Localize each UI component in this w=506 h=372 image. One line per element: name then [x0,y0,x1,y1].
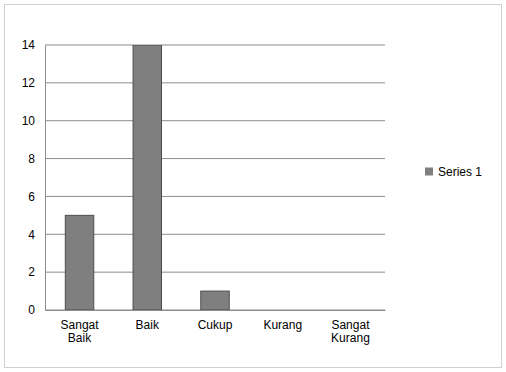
x-tick: SangatBaik [61,310,100,345]
bar [133,45,161,310]
y-tick: 12 [22,76,45,90]
x-tick: Cukup [198,310,233,332]
chart: 02468101214SangatBaikBaikCukupKurangSang… [0,0,506,372]
x-axis-line [46,310,386,311]
y-tick-label: 14 [22,38,36,52]
x-axis: SangatBaik Baik Cukup Kurang SangatKurang [46,310,386,345]
y-tick: 14 [22,38,45,52]
grid-line [45,158,385,159]
y-tick: 2 [28,265,45,279]
y-axis: 0 2 4 6 8 10 12 14 [22,38,46,317]
y-tick-label: 2 [28,265,35,279]
y-tick-label: 4 [28,228,35,242]
grid-line [45,120,385,121]
x-tick-label: Baik [136,318,160,332]
x-tick-label: Cukup [198,318,233,332]
y-tick: 0 [28,303,45,317]
grid-line [45,272,385,273]
x-tick: Baik [136,310,160,332]
y-tick-label: 12 [22,76,36,90]
plot: 02468101214SangatBaikBaikCukupKurangSang… [22,38,386,345]
y-tick: 8 [28,152,45,166]
chart-border [5,5,502,368]
y-tick: 6 [28,190,45,204]
x-tick-label: SangatBaik [61,318,100,346]
y-tick-label: 10 [22,114,36,128]
grid-line [45,45,385,46]
y-tick-label: 0 [28,303,35,317]
x-tick-label: SangatKurang [331,318,370,346]
y-tick: 10 [22,114,45,128]
x-tick-label: Kurang [263,318,302,332]
y-tick-label: 8 [28,152,35,166]
x-tick: SangatKurang [331,310,370,345]
bar [269,310,297,311]
bar [336,310,364,311]
bars [65,45,229,310]
grid-line [45,234,385,235]
legend-item: Series 1 [425,165,482,179]
legend: Series 1 [425,165,482,179]
bar [65,215,93,310]
bar [201,291,229,310]
grid-line [45,82,385,83]
y-tick: 4 [28,228,45,242]
legend-label: Series 1 [438,165,482,179]
grid-line [45,196,385,197]
grid [45,45,385,310]
y-tick-label: 6 [28,190,35,204]
y-axis-line [45,46,46,311]
legend-swatch [425,168,433,176]
x-tick: Kurang [263,310,302,332]
